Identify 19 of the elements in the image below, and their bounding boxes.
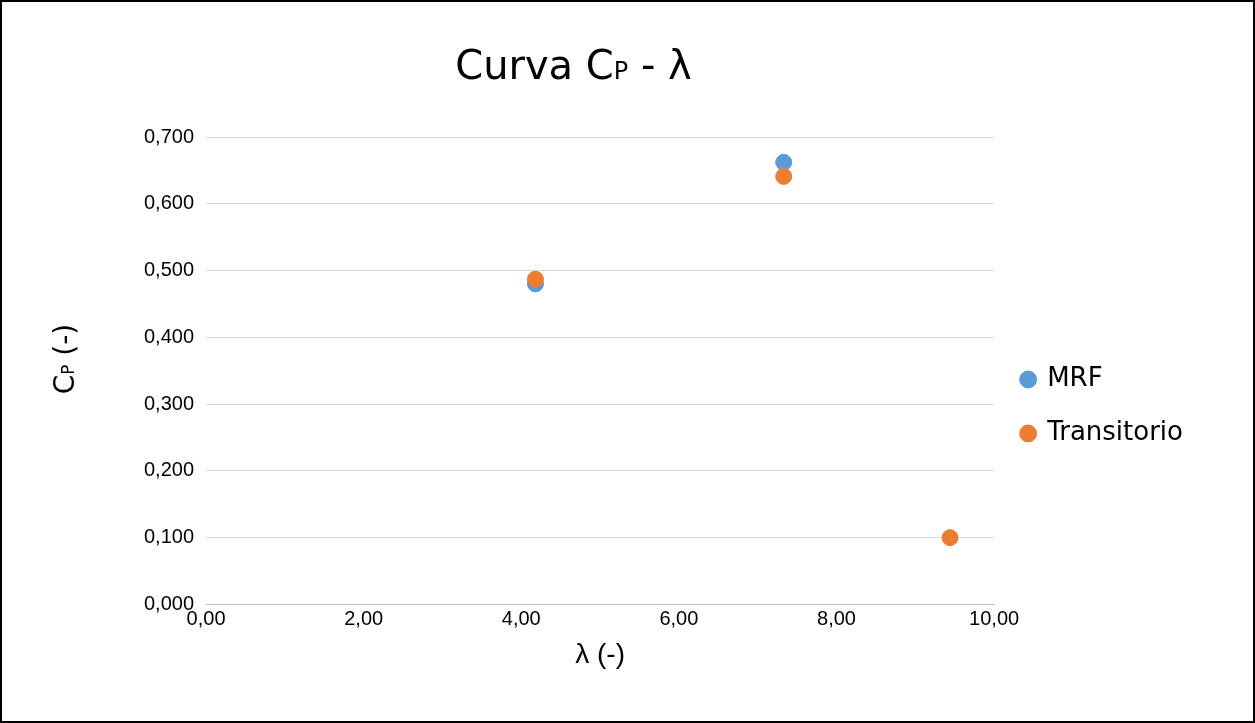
y-tick-label: 0,200 — [143, 458, 195, 481]
y-tick-label: 0,600 — [143, 191, 195, 214]
point — [526, 270, 544, 288]
y-tick-label: 0,500 — [143, 258, 195, 281]
x-tick-label: 6,00 — [659, 606, 699, 629]
x-tick-label: 2,00 — [344, 606, 384, 629]
legend-label: Transitorio — [1046, 416, 1184, 447]
y-tick-label: 0,400 — [143, 324, 195, 347]
legend-label: MRF — [1047, 362, 1103, 393]
point — [775, 167, 793, 185]
y-tick-label: 0,300 — [143, 391, 195, 414]
point — [775, 153, 793, 171]
x-tick-label: 4,00 — [501, 606, 541, 629]
y-tick-label: 0,100 — [143, 525, 195, 548]
y-tick-label: 0,700 — [143, 124, 195, 147]
point — [941, 529, 959, 547]
x-axis-title: λ (-) — [575, 637, 625, 669]
x-tick-label: 8,00 — [817, 606, 856, 629]
x-tick-label: 10,00 — [969, 606, 1020, 629]
